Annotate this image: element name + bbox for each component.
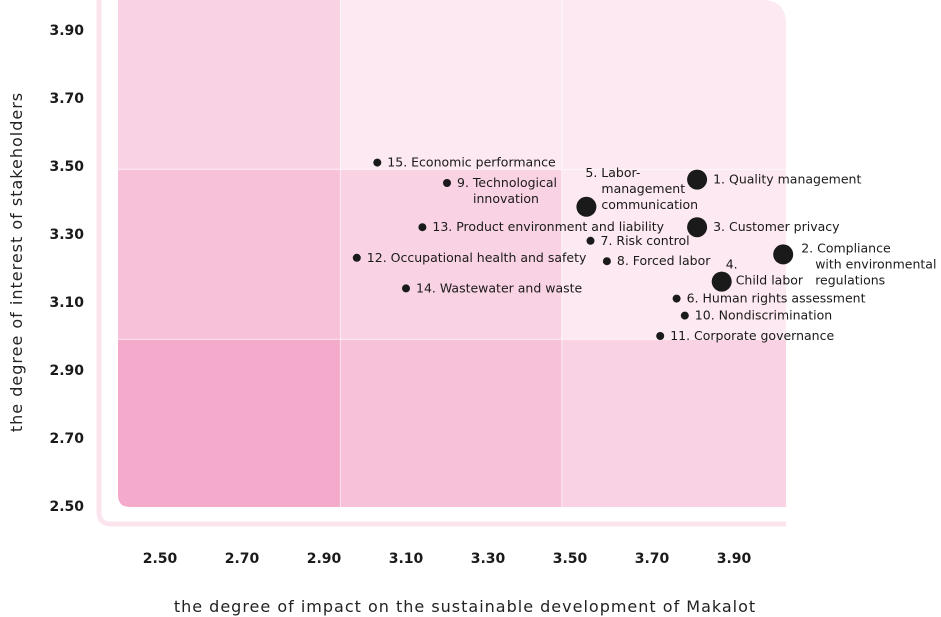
point-marker xyxy=(687,217,708,238)
y-tick-label: 2.70 xyxy=(49,431,84,447)
data-point-13: 13. Product environment and liability xyxy=(418,219,665,234)
zone-r0-c0 xyxy=(118,0,341,170)
point-label: 10. Nondiscrimination xyxy=(695,308,832,323)
point-marker xyxy=(711,271,732,292)
data-point-15: 15. Economic performance xyxy=(373,155,556,170)
point-label: 2. Compliance xyxy=(801,240,891,255)
point-marker xyxy=(672,294,681,303)
zone-r2-c2 xyxy=(561,339,786,507)
point-marker xyxy=(443,179,451,187)
point-label: 6. Human rights assessment xyxy=(687,291,866,306)
point-label: 1. Quality management xyxy=(713,172,861,187)
y-tick-label: 2.90 xyxy=(49,363,84,379)
point-label: with environmental xyxy=(815,256,936,271)
point-label: 7. Risk control xyxy=(601,233,690,248)
x-tick-label: 3.70 xyxy=(635,551,670,567)
point-label: innovation xyxy=(473,191,539,206)
point-label: communication xyxy=(601,197,698,212)
y-tick-label: 3.70 xyxy=(49,91,84,107)
heat-zones xyxy=(118,0,786,507)
data-point-8: 8. Forced labor xyxy=(602,253,711,268)
point-marker xyxy=(680,311,689,320)
x-tick-label: 3.90 xyxy=(717,551,752,567)
data-point-3: 3. Customer privacy xyxy=(687,217,840,238)
point-marker xyxy=(687,169,708,190)
zone-r1-c0 xyxy=(118,169,341,340)
point-label: regulations xyxy=(815,272,885,287)
x-tick-label: 2.90 xyxy=(307,551,342,567)
y-tick-label: 3.50 xyxy=(49,159,84,175)
point-marker xyxy=(602,257,611,266)
point-label: 13. Product environment and liability xyxy=(432,219,664,234)
zone-r0-c1 xyxy=(340,0,562,170)
x-axis-title: the degree of impact on the sustainable … xyxy=(174,597,756,616)
point-marker xyxy=(418,223,427,232)
point-marker xyxy=(773,244,794,265)
x-tick-label: 3.30 xyxy=(471,551,506,567)
data-point-6: 6. Human rights assessment xyxy=(672,291,866,306)
point-label: 4. xyxy=(726,257,738,272)
x-tick-label: 3.10 xyxy=(389,551,424,567)
point-marker xyxy=(373,158,382,167)
point-label: 12. Occupational health and safety xyxy=(367,250,587,265)
point-label: 15. Economic performance xyxy=(387,155,556,170)
data-point-10: 10. Nondiscrimination xyxy=(680,308,832,323)
point-label: 9. Technological xyxy=(457,175,557,190)
data-point-4: 4.Child labor xyxy=(711,257,804,292)
point-marker xyxy=(352,253,361,262)
point-label: 8. Forced labor xyxy=(617,253,711,268)
point-label: 11. Corporate governance xyxy=(670,328,834,343)
plot-frame xyxy=(96,0,786,527)
data-point-7: 7. Risk control xyxy=(586,233,690,248)
x-tick-label: 2.70 xyxy=(225,551,260,567)
zone-r2-c1 xyxy=(340,339,562,507)
y-axis-title: the degree of interest of stakeholders xyxy=(7,92,26,432)
zone-r2-c0 xyxy=(118,339,341,507)
y-tick-label: 3.10 xyxy=(49,295,84,311)
x-axis-ticks: 2.50 2.70 2.90 3.10 3.30 3.50 3.70 3.90 xyxy=(143,551,752,567)
point-label: 5. Labor- xyxy=(585,165,640,180)
zone-r1-c1 xyxy=(340,169,562,340)
point-marker xyxy=(656,332,665,340)
point-label: 14. Wastewater and waste xyxy=(416,280,583,295)
x-tick-label: 3.50 xyxy=(553,551,588,567)
point-label: 3. Customer privacy xyxy=(713,219,840,234)
y-tick-label: 3.30 xyxy=(49,227,84,243)
data-point-14: 14. Wastewater and waste xyxy=(402,280,583,295)
point-marker xyxy=(402,284,410,293)
data-point-11: 11. Corporate governance xyxy=(656,328,834,343)
x-tick-label: 2.50 xyxy=(143,551,178,567)
point-marker xyxy=(576,196,597,217)
point-label: management xyxy=(601,181,685,196)
point-marker xyxy=(586,236,595,245)
data-point-1: 1. Quality management xyxy=(687,169,861,190)
zone-r1-c2 xyxy=(561,169,786,340)
zone-r0-c2 xyxy=(561,0,786,170)
point-label: Child labor xyxy=(736,273,804,288)
y-axis-ticks: 3.90 3.70 3.50 3.30 3.10 2.90 2.70 2.50 xyxy=(49,23,84,515)
y-tick-label: 3.90 xyxy=(49,23,84,39)
data-point-12: 12. Occupational health and safety xyxy=(352,250,587,265)
y-tick-label: 2.50 xyxy=(49,499,84,515)
